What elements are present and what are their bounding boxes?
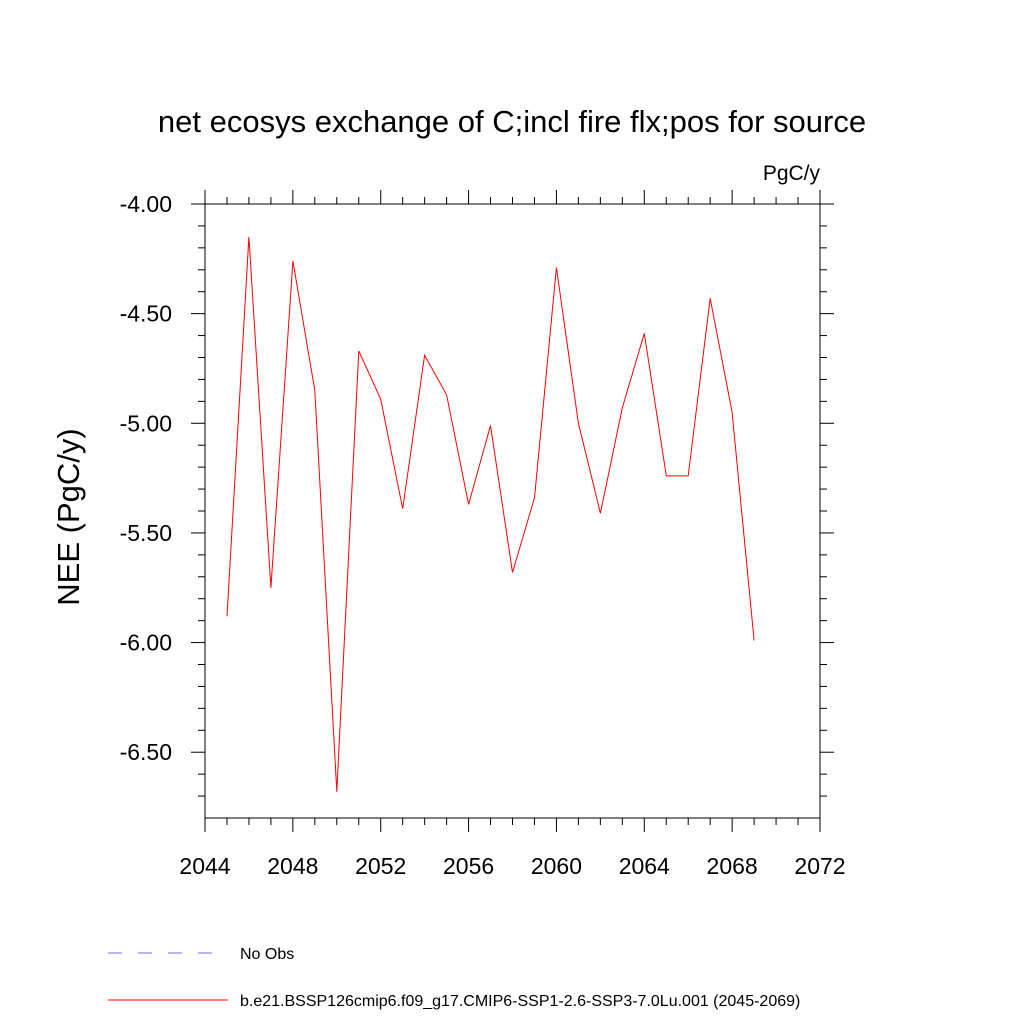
axis-ticks (191, 190, 834, 832)
series-line (226, 236, 755, 792)
tick-labels: 2044 2048 2052 2056 2060 2064 2068 2072 -4.00 -4.… (120, 191, 846, 879)
x-tick-label: 2060 (531, 853, 582, 879)
y-tick-label: -4.00 (120, 191, 172, 217)
legend: No Obs b.e21.BSSP126cmip6.f09_g17.CMIP6-S… (108, 946, 800, 1010)
y-tick-label: -4.50 (120, 301, 172, 327)
y-tick-label: -5.50 (120, 520, 172, 546)
x-tick-label: 2056 (443, 853, 494, 879)
chart-title: net ecosys exchange of C;incl fire flx;p… (158, 104, 866, 139)
series-lines (226, 236, 755, 792)
y-tick-label: -6.00 (120, 630, 172, 656)
units-label: PgC/y (763, 162, 821, 185)
y-tick-label: -6.50 (120, 739, 172, 765)
plot-frame (204, 203, 821, 819)
x-tick-label: 2072 (794, 853, 845, 879)
legend-label: b.e21.BSSP126cmip6.f09_g17.CMIP6-SSP1-2.… (240, 993, 800, 1010)
x-tick-label: 2052 (355, 853, 406, 879)
y-tick-label: -5.00 (120, 410, 172, 436)
legend-label: No Obs (240, 946, 294, 963)
x-tick-label: 2064 (619, 853, 670, 879)
x-tick-label: 2068 (707, 853, 758, 879)
y-axis-label: NEE (PgC/y) (51, 428, 86, 605)
x-tick-label: 2048 (267, 853, 318, 879)
x-tick-label: 2044 (179, 853, 230, 879)
